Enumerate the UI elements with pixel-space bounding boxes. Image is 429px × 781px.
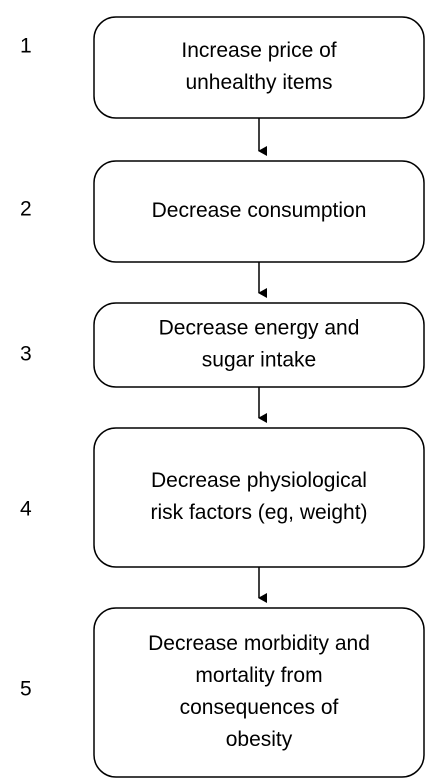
step-label: Increase price of	[181, 39, 336, 62]
step-label: Decrease consumption	[152, 199, 367, 222]
step-box	[93, 607, 425, 778]
step-label: obesity	[226, 728, 293, 751]
step-label: unhealthy items	[185, 71, 332, 94]
step-label: Decrease energy and	[159, 317, 360, 340]
step-box	[93, 427, 425, 568]
step-number: 5	[20, 678, 32, 701]
step-label: Decrease physiological	[151, 469, 367, 492]
step-number: 4	[20, 498, 32, 521]
step-label: risk factors (eg, weight)	[150, 501, 367, 524]
step-number: 2	[20, 198, 32, 221]
step-box	[93, 16, 425, 119]
step-label: sugar intake	[202, 349, 316, 372]
step-label: mortality from	[195, 664, 322, 687]
step-number: 1	[20, 35, 32, 58]
step-label: consequences of	[180, 696, 339, 719]
step-label: Decrease morbidity and	[148, 632, 370, 655]
step-number: 3	[20, 343, 32, 366]
